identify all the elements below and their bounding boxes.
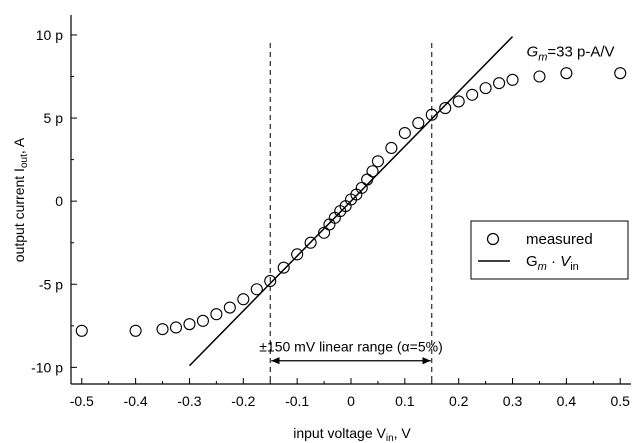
measured-point [533,70,546,83]
y-tick-label: 5 p [44,110,64,126]
x-tick-label: -0.3 [177,393,201,409]
range-guides [269,43,433,384]
measured-point [277,261,290,274]
gm-annotation-value: =33 p-A/V [547,44,614,61]
legend-box [470,220,629,280]
measured-point [425,108,438,121]
measured-point [183,318,196,331]
y-axis-label-sub: out [19,154,30,168]
legend-fit-label: Gm · Vin [526,253,579,273]
x-axis-label: input voltage Vin, V [293,425,411,443]
fit-line-layer [188,36,514,367]
measured-point [560,67,573,80]
x-axis-label-unit: , V [394,425,412,441]
measured-point [371,155,384,168]
measured-point [506,73,519,86]
legend-fit-dot: · [547,253,560,270]
measured-point [466,88,479,101]
gm-annotation-var: G [527,44,539,61]
measured-point [398,126,411,140]
measured-point [223,301,236,314]
measured-point [614,67,627,80]
y-axis-label: output current Iout, A [11,137,30,262]
x-tick-label: -0.5 [70,393,94,409]
x-tick-label: 0 [347,393,355,409]
y-tick-label: -5 p [39,276,63,292]
x-tick-label: 0.3 [503,393,523,409]
measured-point [323,218,336,231]
range-label: ±150 mV linear range (α=5%) [259,339,442,355]
legend: measured Gm · Vin [470,220,629,280]
x-axis-label-main: input voltage V [293,425,386,441]
legend-fit-sub: m [538,261,547,273]
measured-point [156,323,169,336]
measured-point [75,324,88,337]
y-tick-label: -10 p [31,359,63,375]
gm-annotation: Gm=33 p-A/V [527,44,615,64]
legend-fit-sub2: in [570,261,579,273]
y-ticks: -10 p -5 p 0 5 p 10 p [31,27,77,375]
measured-point [264,274,277,287]
measured-point [361,173,374,186]
x-tick-label: -0.1 [285,393,309,409]
y-axis-label-main: output current I [11,168,27,262]
measured-point [318,226,331,239]
measured-point [237,293,250,306]
x-tick-label: 0.1 [395,393,415,409]
measured-points [75,67,627,337]
x-tick-label: 0.2 [449,393,469,409]
measured-point [250,283,263,296]
measured-point [355,181,368,194]
fit-line [188,36,514,367]
axes [70,15,631,385]
y-tick-label: 10 p [36,27,63,43]
measured-point [129,324,142,337]
legend-measured-label: measured [526,231,593,248]
x-tick-label: -0.2 [231,393,255,409]
measured-point [479,82,492,95]
x-tick-label: -0.4 [124,393,148,409]
measured-point [452,95,465,108]
measured-point [493,77,506,90]
measured-point [304,236,317,249]
measured-point [169,321,183,334]
legend-fit-var2: V [560,253,572,270]
measured-point [291,248,304,261]
legend-fit-var: G [526,253,538,270]
measured-point [439,102,452,115]
measured-point [210,308,223,321]
y-tick-label: 0 [55,193,63,209]
x-axis-label-sub: in [386,433,394,443]
measured-point [366,165,379,178]
gm-annotation-sub: m [538,52,547,64]
y-axis-label-unit: , A [11,137,27,154]
measured-point [196,314,209,327]
measured-point [385,141,398,155]
x-tick-label: 0.5 [610,393,630,409]
x-tick-label: 0.4 [557,393,577,409]
x-ticks: -0.5 -0.4 -0.3 -0.2 -0.1 0 0.1 0.2 0.3 0.4 0.5 [70,378,630,409]
measured-point [412,116,425,130]
legend-measured-marker [486,232,500,246]
